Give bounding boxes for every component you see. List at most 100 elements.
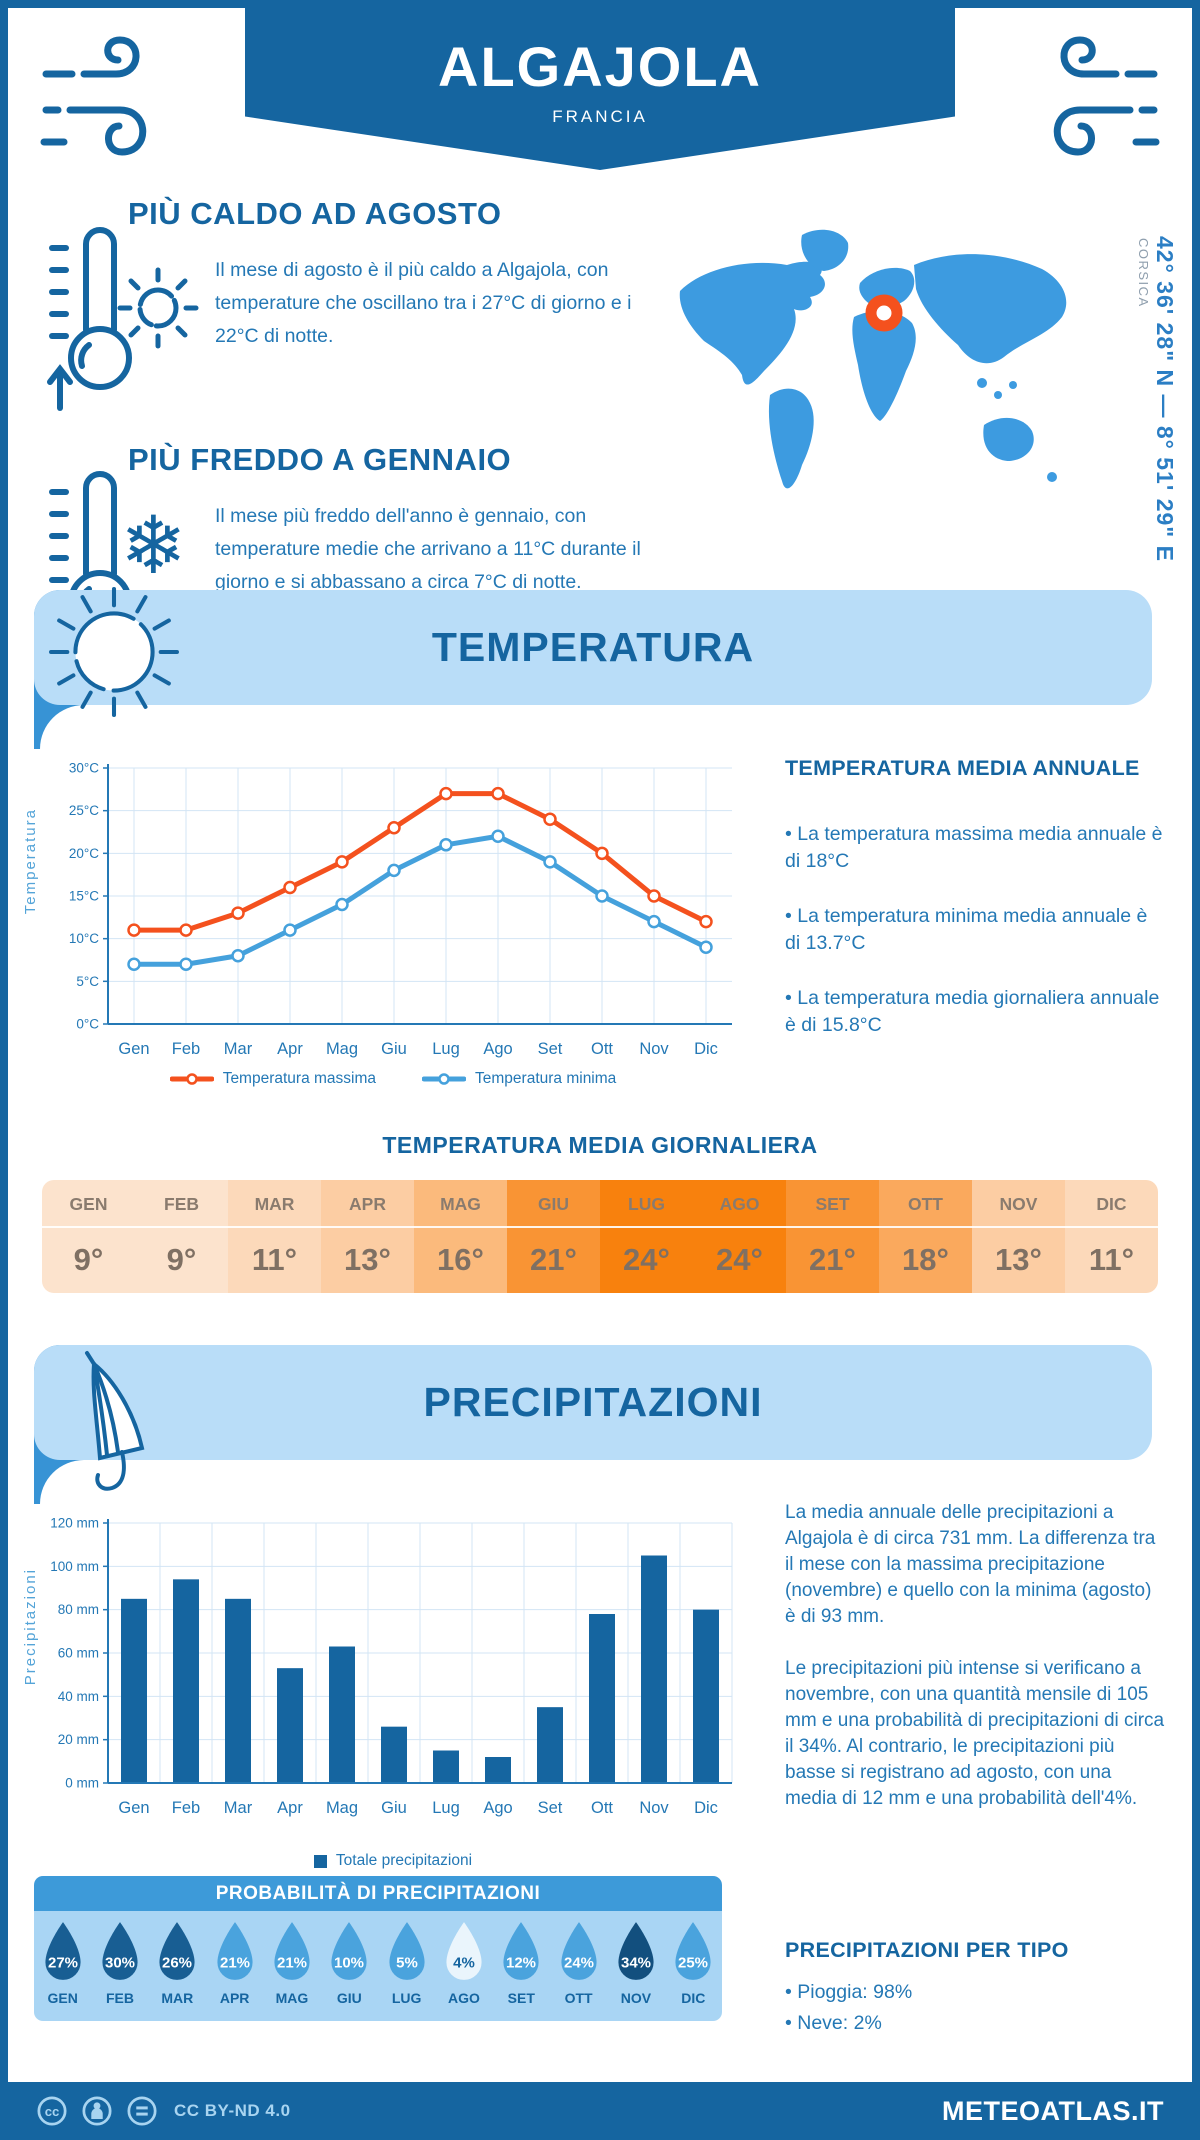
svg-text:Feb: Feb [172,1040,200,1058]
svg-text:60 mm: 60 mm [58,1646,99,1661]
probability-drop: 21% MAG [264,1920,320,2021]
daily-temp-cell: DIC 11° [1065,1180,1158,1293]
probability-drop: 26% MAR [149,1920,205,2021]
equals-icon [127,2096,157,2126]
precipitation-chart: 0 mm 20 mm 40 mm 60 mm 80 mm 100 mm 120 mm Gen F… [50,1516,733,1817]
svg-text:Mar: Mar [224,1799,253,1817]
location-marker [865,294,903,332]
daily-temp-table: GEN 9° FEB 9° MAR 11° APR 13° MAG 16° GIU 21° LUG 24°… [42,1180,1158,1293]
droplet-icon: 10% [331,1922,367,1980]
precipitation-types-block: PRECIPITAZIONI PER TIPO • Pioggia: 98% •… [785,1938,1165,2039]
droplet-icon: 5% [389,1922,425,1980]
daily-temperature-title: TEMPERATURA MEDIA GIORNALIERA [382,1132,818,1158]
daily-temp-cell: APR 13° [321,1180,414,1293]
svg-text:Gen: Gen [118,1799,149,1817]
license-label: CC BY-ND 4.0 [174,2101,291,2120]
temperature-annual-block: TEMPERATURA MEDIA ANNUALE • La temperatu… [785,756,1163,1067]
droplet-icon: 12% [503,1922,539,1980]
svg-text:21%: 21% [277,1955,307,1972]
coordinates-block: 42° 36' 28" N — 8° 51' 29" E CORSICA [1136,236,1178,566]
probability-drop: 30% FEB [92,1920,148,2021]
thermometer-hot-icon [47,227,132,411]
svg-text:30°C: 30°C [69,761,99,776]
svg-text:Nov: Nov [639,1799,669,1817]
svg-text:0°C: 0°C [76,1017,99,1032]
droplet-icon: 4% [446,1922,482,1980]
svg-text:Apr: Apr [277,1799,303,1817]
svg-text:20°C: 20°C [69,846,99,861]
droplet-icon: 30% [102,1922,138,1980]
daily-temp-cell: MAG 16° [414,1180,507,1293]
probability-drop: 21% APR [207,1920,263,2021]
probability-drop: 12% SET [493,1920,549,2021]
svg-text:0 mm: 0 mm [65,1776,99,1791]
daily-temp-cell: GEN 9° [42,1180,135,1293]
coordinates-text: 42° 36' 28" N — 8° 51' 29" E [1152,236,1178,562]
svg-text:34%: 34% [621,1955,651,1972]
precipitation-types-title: PRECIPITAZIONI PER TIPO [785,1938,1069,1962]
probability-drop: 5% LUG [379,1920,435,2021]
svg-text:cc: cc [45,2104,60,2119]
temperature-annual-title: TEMPERATURA MEDIA ANNUALE [785,756,1140,780]
svg-text:40 mm: 40 mm [58,1689,99,1704]
precipitation-y-axis-label: Precipitazioni [22,1568,39,1686]
highlight-hot-title: PIÙ CALDO AD AGOSTO [128,196,502,231]
page-subtitle: FRANCIA [552,107,648,126]
daily-temp-cell: FEB 9° [135,1180,228,1293]
svg-text:Mag: Mag [326,1799,358,1817]
world-map [679,229,1067,489]
svg-text:Giu: Giu [381,1799,407,1817]
daily-temp-cell: MAR 11° [228,1180,321,1293]
svg-text:Feb: Feb [172,1799,200,1817]
svg-text:26%: 26% [162,1955,192,1972]
svg-text:Dic: Dic [694,1040,718,1058]
svg-text:20 mm: 20 mm [58,1732,99,1747]
sun-icon [117,267,199,349]
daily-temp-cell: OTT 18° [879,1180,972,1293]
svg-text:12%: 12% [506,1955,536,1972]
umbrella-icon [85,1351,145,1491]
probability-header: PROBABILITÀ DI PRECIPITAZIONI [34,1876,722,1911]
daily-temp-cell: GIU 21° [507,1180,600,1293]
highlight-cold-text: Il mese più freddo dell'anno è gennaio, … [215,505,641,593]
probability-drop: 4% AGO [436,1920,492,2021]
svg-text:Lug: Lug [432,1040,460,1058]
svg-text:Lug: Lug [432,1799,460,1817]
precipitation-paragraph: Le precipitazioni più intense si verific… [785,1658,1165,1809]
header-banner: ALGAJOLA FRANCIA [245,8,955,170]
svg-text:Mag: Mag [326,1040,358,1058]
svg-text:Ott: Ott [591,1040,613,1058]
temperature-section-title: TEMPERATURA [431,624,755,670]
svg-text:Set: Set [538,1799,563,1817]
legend-item: Temperatura minima [422,1070,616,1088]
annual-bullet: • La temperatura minima media annuale è … [785,905,1148,954]
person-icon [82,2096,112,2126]
precipitation-paragraph: La media annuale delle precipitazioni a … [785,1502,1156,1627]
annual-bullet: • La temperatura massima media annuale è… [785,823,1163,872]
droplet-icon: 27% [45,1922,81,1980]
footer-bar: cc CC BY-ND 4.0 METEOATLAS.IT [8,2082,1192,2140]
wind-icon [40,36,147,156]
svg-text:5°C: 5°C [76,974,99,989]
svg-text:30%: 30% [105,1955,135,1972]
svg-text:Dic: Dic [694,1799,718,1817]
svg-text:80 mm: 80 mm [58,1602,99,1617]
svg-text:21%: 21% [220,1955,250,1972]
svg-text:24%: 24% [564,1955,594,1972]
svg-text:5%: 5% [396,1955,418,1972]
probability-drop: 25% DIC [665,1920,721,2021]
droplet-icon: 21% [274,1922,310,1980]
cc-icon: cc [37,2096,67,2126]
page-title: ALGAJOLA [438,35,762,98]
droplet-icon: 25% [675,1922,711,1980]
droplet-icon: 34% [618,1922,654,1980]
daily-temp-cell: AGO 24° [693,1180,786,1293]
temperature-y-axis-label: Temperatura [22,808,39,915]
precipitation-section-title: PRECIPITAZIONI [423,1379,763,1425]
svg-text:Giu: Giu [381,1040,407,1058]
svg-text:10°C: 10°C [69,931,99,946]
svg-text:Nov: Nov [639,1040,669,1058]
svg-text:25%: 25% [678,1955,708,1972]
sun-banner-icon [49,587,179,717]
